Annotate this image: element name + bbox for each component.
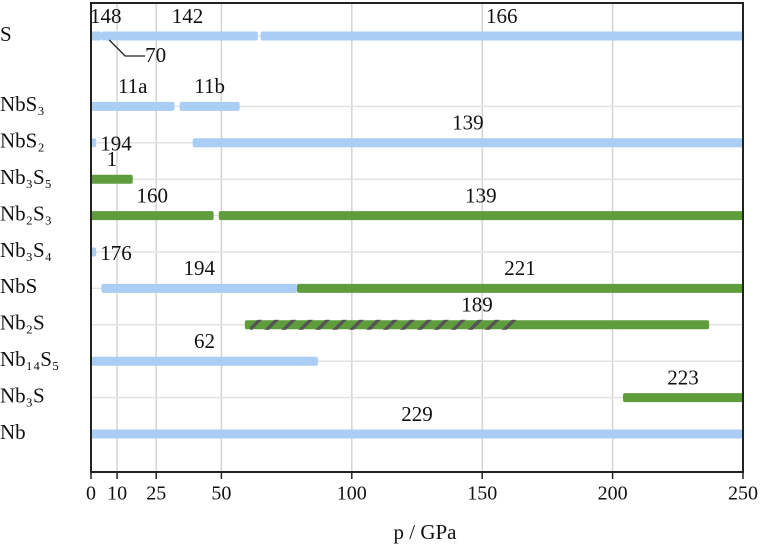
phase-bar bbox=[218, 211, 744, 221]
phase-label: 221 bbox=[504, 256, 536, 280]
row-label: NbS bbox=[0, 274, 37, 298]
row-label: Nb₃S₄ bbox=[0, 238, 52, 262]
x-tick-label: 25 bbox=[146, 483, 166, 505]
phase-label: 176 bbox=[100, 241, 132, 265]
phase-bar bbox=[91, 429, 743, 439]
phase-label: 160 bbox=[137, 183, 169, 207]
row-label: Nb bbox=[0, 420, 26, 444]
phase-bar bbox=[297, 283, 743, 293]
x-axis-label: p / GPa bbox=[394, 520, 458, 544]
phase-label: 194 bbox=[100, 132, 132, 156]
row-label: Nb₃S bbox=[0, 383, 45, 407]
plot-frame bbox=[90, 2, 744, 473]
phase-label: 1 bbox=[107, 147, 118, 171]
phase-label: 223 bbox=[667, 365, 699, 389]
row-label: Nb₂S bbox=[0, 311, 45, 335]
phase-label: 142 bbox=[172, 4, 204, 28]
phase-bar bbox=[91, 174, 133, 184]
phase-label: 11a bbox=[118, 74, 148, 98]
phase-label: 189 bbox=[461, 293, 493, 317]
phase-label: 70 bbox=[145, 43, 166, 67]
x-tick-label: 10 bbox=[107, 483, 127, 505]
phase-label: 62 bbox=[194, 329, 215, 353]
x-tick-label: 50 bbox=[211, 483, 231, 505]
row-label: NbS₃ bbox=[0, 92, 45, 116]
row-label: NbS₂ bbox=[0, 129, 45, 153]
phase-label: 11b bbox=[194, 74, 225, 98]
leader-line bbox=[108, 39, 146, 57]
x-tick-label: 0 bbox=[86, 483, 96, 505]
x-tick-label: 200 bbox=[598, 483, 628, 505]
phase-bar bbox=[260, 31, 743, 41]
x-tick-label: 150 bbox=[467, 483, 497, 505]
row-label: Nb₁₄S₅ bbox=[0, 347, 59, 371]
phase-bar bbox=[101, 283, 298, 293]
phase-bar bbox=[91, 211, 214, 221]
row-label: Nb₂S₃ bbox=[0, 201, 52, 225]
phase-bar bbox=[91, 356, 318, 366]
phase-label: 148 bbox=[90, 4, 122, 28]
phase-label: 166 bbox=[486, 4, 518, 28]
phase-label: 229 bbox=[401, 402, 433, 426]
phase-label: 139 bbox=[452, 111, 484, 135]
phase-bar bbox=[91, 138, 97, 148]
phase-bar bbox=[192, 138, 743, 148]
phase-bar bbox=[179, 101, 240, 111]
phase-bar bbox=[117, 31, 258, 41]
phase-bar bbox=[91, 101, 175, 111]
x-tick-label: 100 bbox=[337, 483, 367, 505]
phase-bar bbox=[91, 31, 102, 41]
x-tick-label: 250 bbox=[728, 483, 758, 505]
phase-bar bbox=[101, 31, 118, 41]
row-label: S bbox=[0, 22, 12, 46]
hatched-range bbox=[250, 319, 517, 330]
phase-label: 194 bbox=[183, 256, 215, 280]
row-label: Nb₃S₅ bbox=[0, 165, 52, 189]
phase-label: 139 bbox=[465, 183, 497, 207]
phase-bar bbox=[623, 393, 743, 403]
phase-bar bbox=[91, 247, 97, 257]
